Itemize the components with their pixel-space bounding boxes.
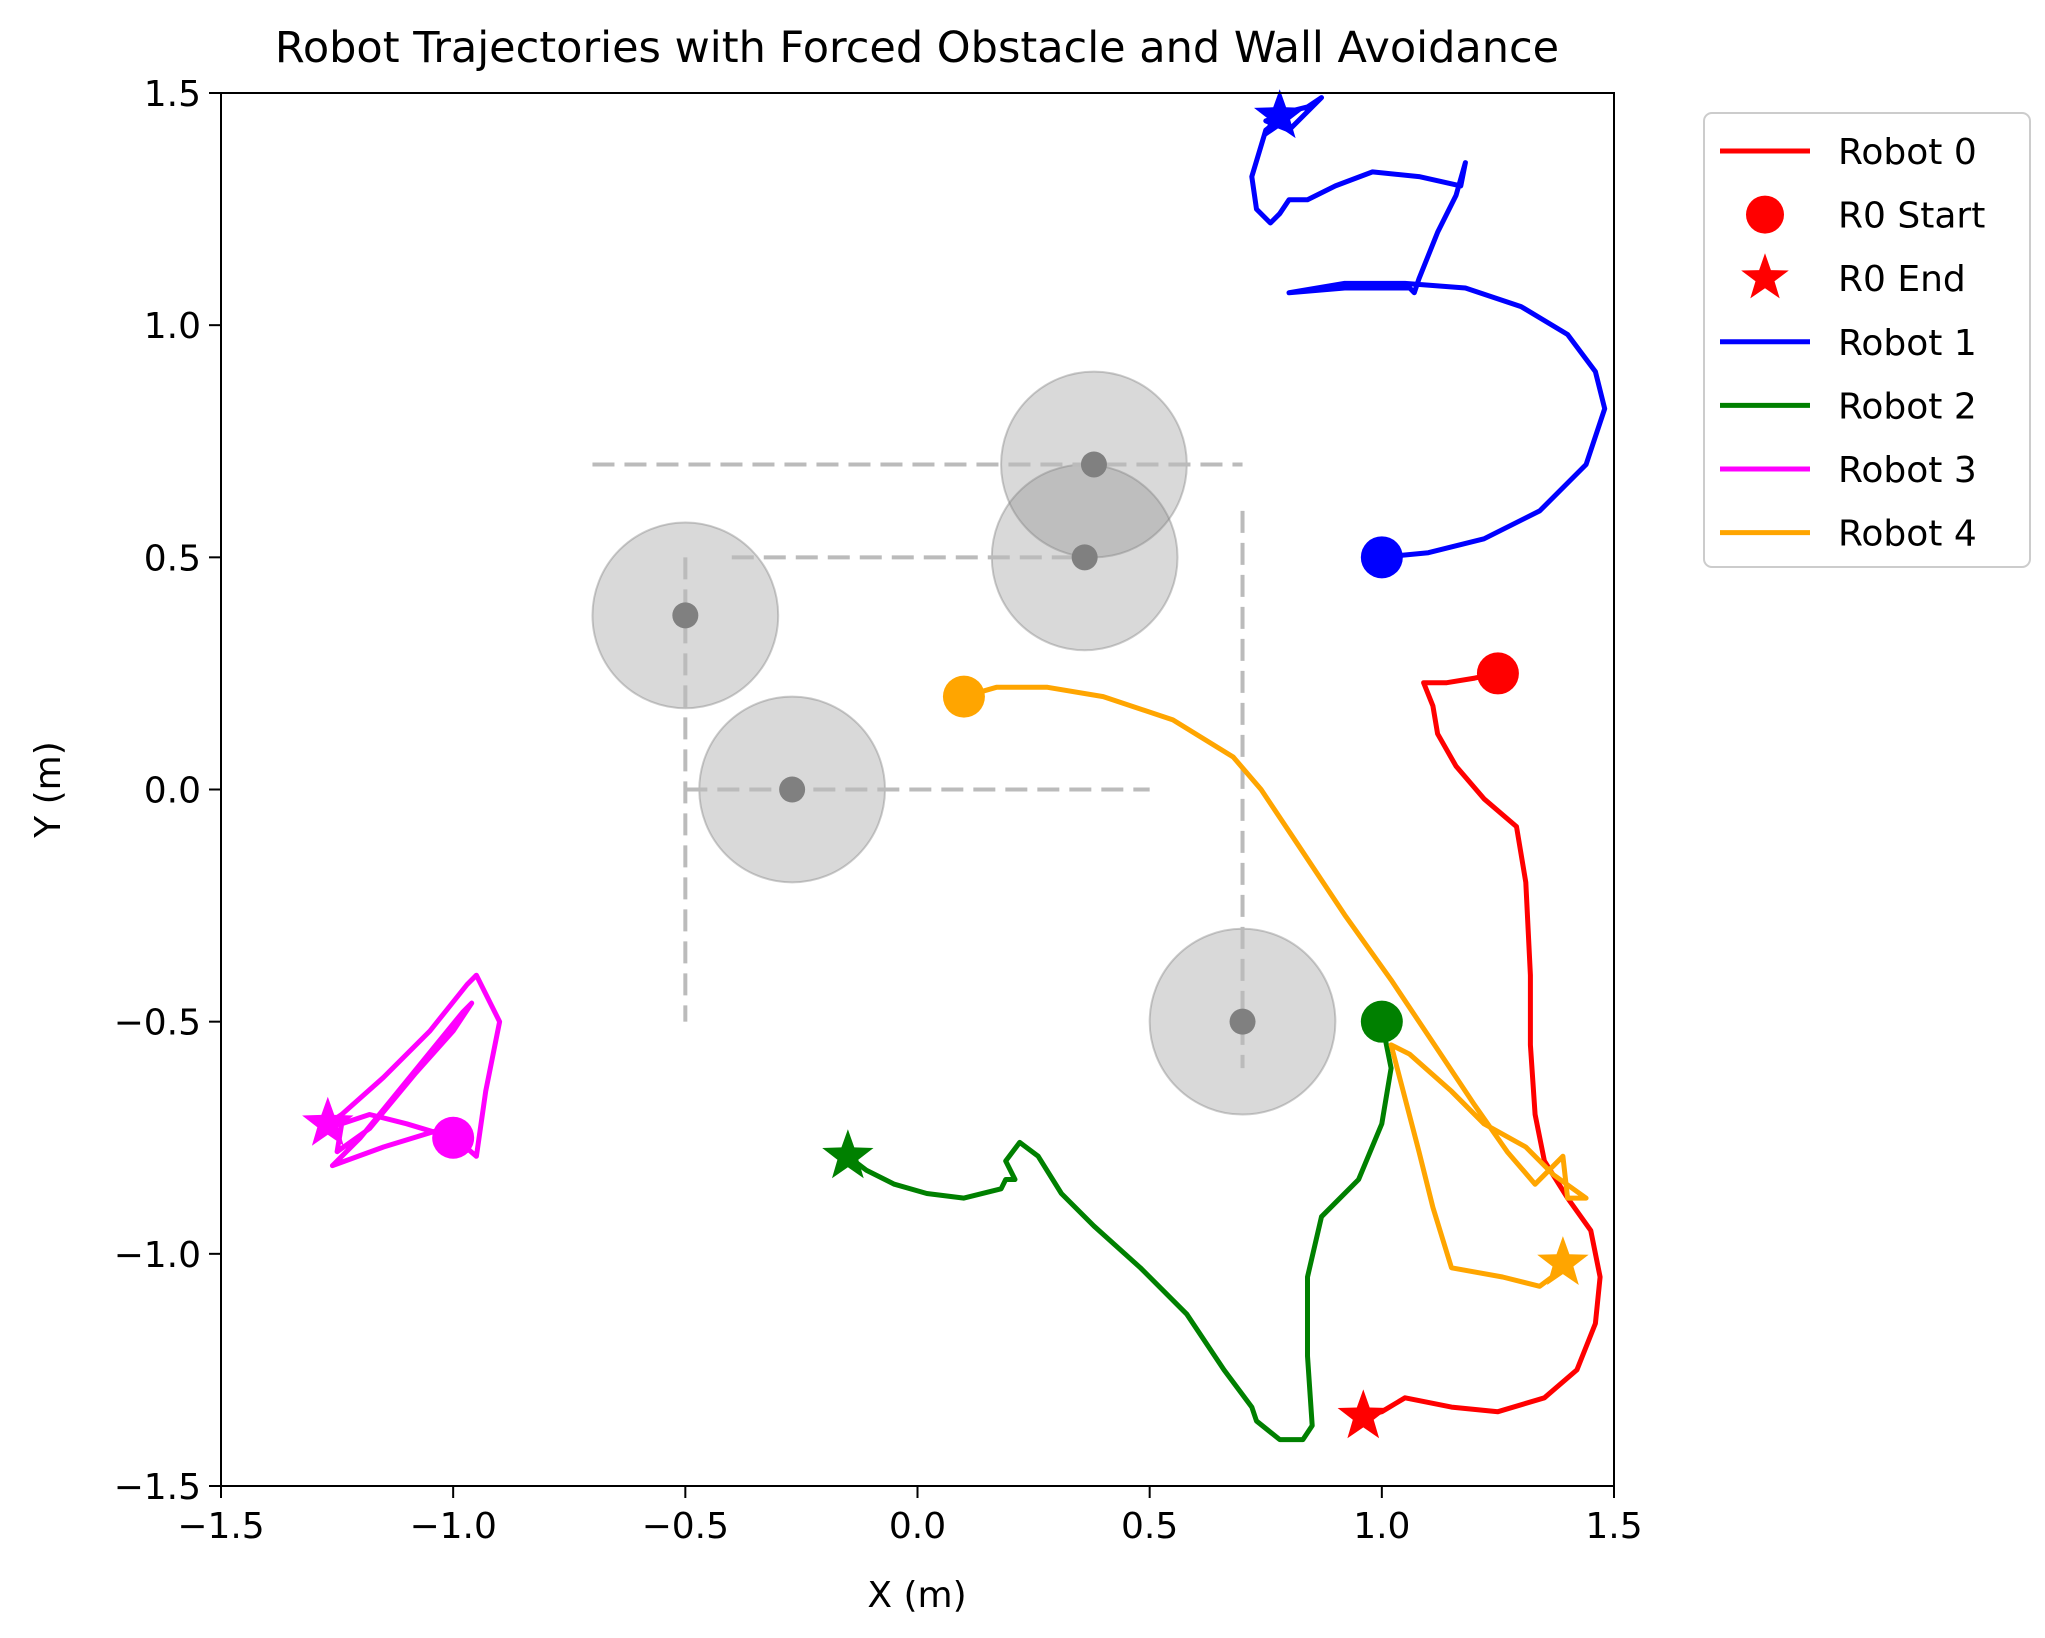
legend-item: Robot 1 — [1720, 323, 1977, 364]
legend-item: R0 Start — [1746, 195, 1985, 237]
y-tick-label: 1.0 — [144, 306, 201, 347]
y-tick-label: 0.5 — [144, 538, 201, 579]
data-layer — [325, 95, 1608, 1443]
start-marker-robot-4 — [942, 675, 985, 718]
legend-label: Robot 0 — [1838, 132, 1977, 173]
legend-item: R0 End — [1741, 253, 1966, 300]
end-marker-robot-4 — [1537, 1236, 1589, 1285]
end-marker-robot-3 — [302, 1096, 354, 1146]
start-marker-robot-1 — [1360, 536, 1403, 579]
marker-layer — [302, 89, 1589, 1439]
trajectory-robot-1 — [1249, 95, 1608, 560]
legend-label: R0 Start — [1838, 196, 1985, 237]
x-tick-label: 0.5 — [1121, 1506, 1178, 1547]
trajectory-robot-3 — [325, 972, 503, 1169]
x-tick-label: 0.0 — [889, 1506, 946, 1547]
x-tick-label: −1.5 — [177, 1506, 264, 1547]
end-marker-robot-0 — [1337, 1389, 1389, 1439]
start-marker-robot-2 — [1360, 1000, 1403, 1043]
x-tick-label: 1.0 — [1353, 1506, 1410, 1547]
obstacle-center-1 — [1071, 544, 1098, 571]
y-axis-label: Y (m) — [28, 741, 69, 839]
legend-label: Robot 3 — [1838, 450, 1977, 491]
legend-item: Robot 0 — [1720, 132, 1977, 173]
y-tick-label: −0.5 — [114, 1003, 201, 1044]
trajectory-robot-4 — [961, 684, 1589, 1289]
legend-item: Robot 4 — [1720, 514, 1977, 555]
obstacle-center-2 — [672, 602, 699, 629]
chart-title: Robot Trajectories with Forced Obstacle … — [275, 23, 1559, 73]
legend-label: Robot 2 — [1838, 386, 1977, 427]
y-axis: −1.5 −1.0 −0.5 0.0 0.5 1.0 1.5 — [114, 74, 221, 1508]
legend-item: Robot 2 — [1720, 386, 1977, 427]
plot-area: −1.5 −1.0 −0.5 0.0 0.5 1.0 1.5 −1.5 −1.0 −0.5 0.0… — [114, 74, 1643, 1547]
x-tick-label: 1.5 — [1585, 1506, 1642, 1547]
legend-label: Robot 1 — [1838, 323, 1977, 364]
legend-star-swatch — [1741, 253, 1789, 299]
legend-item: Robot 3 — [1720, 450, 1977, 491]
y-tick-label: 0.0 — [144, 771, 201, 812]
legend-label: R0 End — [1838, 259, 1966, 300]
y-tick-label: 1.5 — [144, 74, 201, 115]
legend-frame — [1703, 112, 2031, 568]
y-tick-label: −1.5 — [114, 1467, 201, 1508]
end-marker-robot-1 — [1254, 89, 1306, 139]
x-tick-label: −0.5 — [642, 1506, 729, 1547]
start-marker-robot-0 — [1476, 652, 1519, 695]
legend-circle-swatch — [1746, 195, 1784, 234]
obstacle-center-0 — [1080, 451, 1107, 478]
obstacle-center-3 — [779, 776, 806, 803]
y-tick-label: −1.0 — [114, 1235, 201, 1276]
obstacle-center-4 — [1229, 1008, 1256, 1035]
start-marker-robot-3 — [432, 1116, 475, 1159]
x-tick-label: −1.0 — [409, 1506, 496, 1547]
x-axis-label: X (m) — [867, 1575, 966, 1616]
legend: Robot 0 R0 Start R0 End Robot 1 Robot 2 Robot… — [1703, 112, 2031, 568]
legend-label: Robot 4 — [1838, 514, 1977, 555]
x-axis: −1.5 −1.0 −0.5 0.0 0.5 1.0 1.5 — [177, 1486, 1643, 1547]
trajectory-robot-0 — [1360, 670, 1603, 1419]
trajectory-robot-2 — [845, 1019, 1394, 1443]
end-marker-robot-2 — [822, 1129, 874, 1179]
